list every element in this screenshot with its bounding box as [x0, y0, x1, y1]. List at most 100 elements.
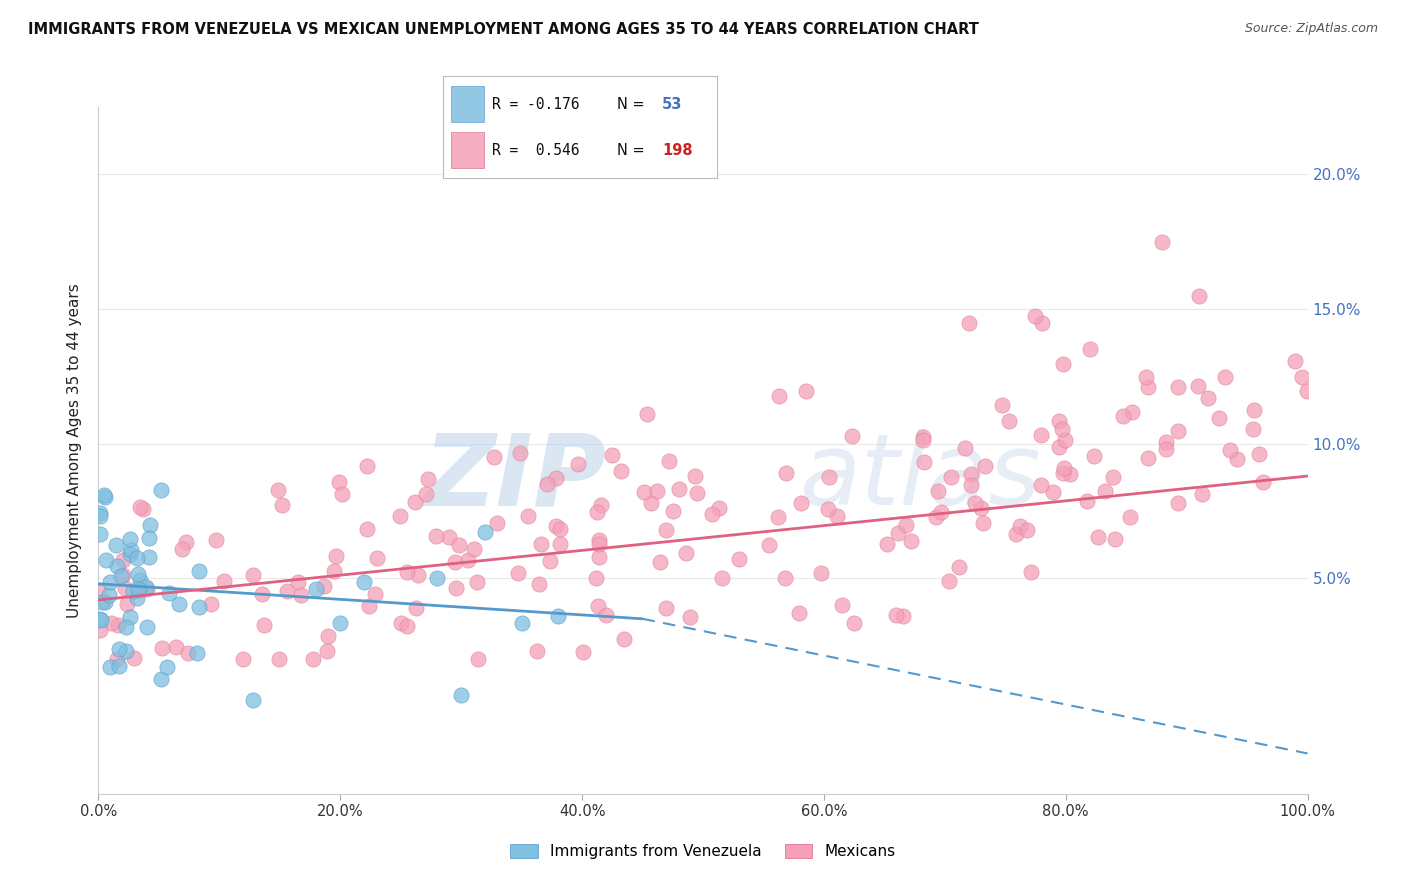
- Point: [388, 508, 411, 523]
- Point: [242, 568, 264, 582]
- Text: N =: N =: [617, 96, 644, 112]
- Point: [389, 615, 412, 630]
- Point: [463, 542, 485, 557]
- Point: [658, 454, 681, 468]
- Point: [425, 528, 447, 542]
- Point: [1029, 427, 1052, 442]
- Text: IMMIGRANTS FROM VENEZUELA VS MEXICAN UNEMPLOYMENT AMONG AGES 35 TO 44 YEARS CORR: IMMIGRANTS FROM VENEZUELA VS MEXICAN UNE…: [28, 22, 979, 37]
- Point: [1167, 424, 1189, 438]
- Point: [405, 601, 427, 615]
- Point: [955, 441, 977, 455]
- Point: [586, 599, 609, 613]
- Point: [825, 509, 848, 524]
- Point: [357, 599, 380, 613]
- Point: [1208, 410, 1230, 425]
- Point: [1024, 310, 1046, 324]
- Point: [970, 500, 993, 515]
- Point: [894, 518, 917, 533]
- Point: [1047, 414, 1070, 428]
- Point: [314, 579, 336, 593]
- Point: [395, 619, 418, 633]
- Point: [544, 519, 567, 533]
- Point: [107, 618, 129, 632]
- Point: [517, 509, 540, 524]
- Point: [120, 547, 142, 561]
- Point: [650, 555, 672, 569]
- Point: [132, 502, 155, 516]
- Point: [585, 571, 607, 585]
- Point: [654, 601, 676, 615]
- Point: [572, 645, 595, 659]
- Point: [214, 574, 236, 589]
- Text: N =: N =: [617, 143, 644, 158]
- Point: [973, 458, 995, 473]
- Point: [150, 483, 173, 497]
- Point: [787, 606, 810, 620]
- Point: [98, 659, 121, 673]
- Point: [548, 522, 571, 536]
- Point: [655, 523, 678, 537]
- Point: [588, 533, 610, 547]
- Point: [108, 642, 131, 657]
- Point: [149, 672, 172, 686]
- Point: [127, 567, 149, 582]
- Point: [330, 487, 353, 501]
- Point: [1052, 466, 1074, 480]
- Point: [766, 510, 789, 524]
- Point: [775, 466, 797, 480]
- Point: [876, 536, 898, 550]
- Bar: [451, 87, 484, 122]
- Point: [115, 620, 138, 634]
- Point: [998, 414, 1021, 428]
- Point: [89, 509, 111, 524]
- Point: [269, 652, 291, 666]
- Point: [186, 646, 208, 660]
- Point: [121, 583, 143, 598]
- Point: [87, 585, 110, 599]
- Point: [89, 612, 111, 626]
- Point: [1188, 288, 1211, 302]
- Point: [174, 534, 197, 549]
- Point: [1047, 440, 1070, 454]
- Point: [271, 498, 294, 512]
- Point: [1119, 509, 1142, 524]
- Point: [1167, 496, 1189, 510]
- Point: [817, 502, 839, 516]
- Point: [90, 595, 112, 609]
- Point: [1247, 447, 1270, 461]
- Point: [111, 553, 134, 567]
- Point: [509, 446, 531, 460]
- Point: [301, 652, 323, 666]
- Point: [406, 567, 429, 582]
- Text: atlas: atlas: [800, 429, 1042, 526]
- Point: [1059, 467, 1081, 482]
- Point: [188, 564, 211, 578]
- Point: [316, 629, 339, 643]
- Point: [683, 469, 706, 483]
- Point: [105, 652, 128, 666]
- Point: [90, 613, 112, 627]
- Point: [900, 534, 922, 549]
- Point: [959, 478, 981, 492]
- Point: [188, 599, 211, 614]
- Point: [884, 607, 907, 622]
- Point: [115, 598, 138, 612]
- Point: [1156, 442, 1178, 456]
- Point: [124, 650, 146, 665]
- Point: [728, 552, 751, 566]
- Point: [1226, 451, 1249, 466]
- Point: [1187, 379, 1209, 393]
- Point: [450, 688, 472, 702]
- Point: [356, 522, 378, 536]
- Point: [89, 526, 111, 541]
- Point: [1104, 532, 1126, 546]
- Point: [267, 483, 290, 497]
- Point: [662, 504, 685, 518]
- Point: [1111, 409, 1133, 424]
- Y-axis label: Unemployment Among Ages 35 to 44 years: Unemployment Among Ages 35 to 44 years: [67, 283, 83, 618]
- Point: [426, 571, 449, 585]
- Point: [1136, 379, 1159, 393]
- Point: [98, 589, 121, 603]
- Point: [1191, 487, 1213, 501]
- Point: [636, 408, 658, 422]
